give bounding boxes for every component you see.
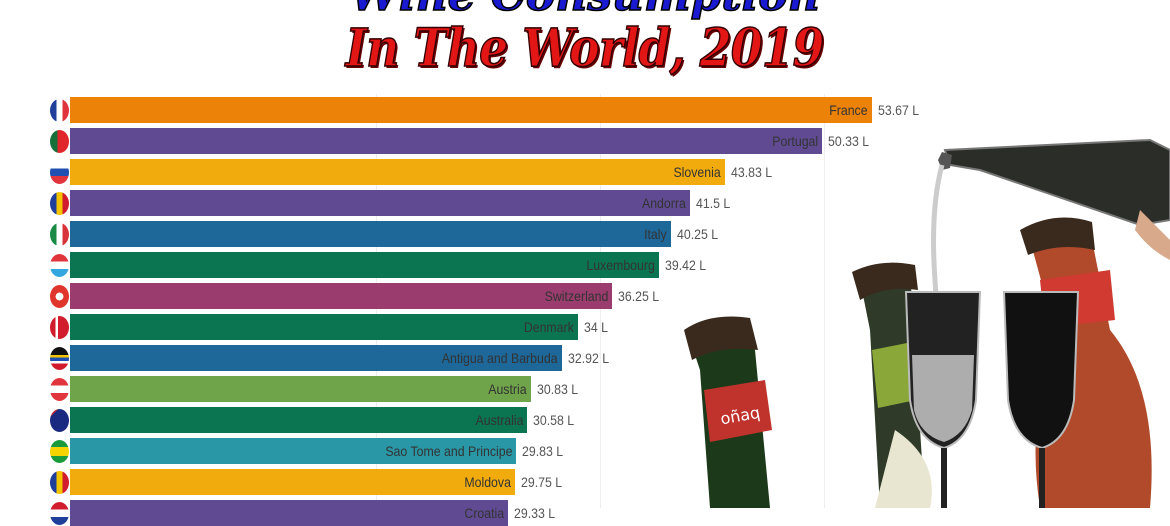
bar-value-label: 39.42 L [665, 257, 707, 273]
bar: France [70, 97, 872, 123]
bar-country-label: Moldova [464, 474, 511, 490]
chart-row: Portugal 50.33 L [0, 128, 1170, 154]
flag-italy-icon [50, 223, 69, 246]
chart-row: France 53.67 L [0, 97, 1170, 123]
bar-value-label: 40.25 L [677, 226, 719, 242]
chart-row: Australia 30.58 L [0, 407, 1170, 433]
bar-country-label: Denmark [524, 319, 574, 335]
flag-portugal-icon [50, 130, 69, 153]
flag-france-icon [50, 99, 69, 122]
bar-value-label: 30.83 L [537, 381, 579, 397]
chart-row: Luxembourg 39.42 L [0, 252, 1170, 278]
flag-switzerland-icon [50, 285, 69, 308]
bar-value-label: 29.83 L [522, 443, 564, 459]
flag-croatia-icon [50, 502, 69, 525]
bar-country-label: France [829, 102, 868, 118]
bar-country-label: Croatia [464, 505, 504, 521]
bar-country-label: Portugal [772, 133, 818, 149]
bar-value-label: 36.25 L [618, 288, 660, 304]
bar: Austria [70, 376, 531, 402]
bar: Luxembourg [70, 252, 659, 278]
bar: Portugal [70, 128, 822, 154]
bar-value-label: 29.75 L [521, 474, 563, 490]
bar: Sao Tome and Principe [70, 438, 516, 464]
flag-australia-icon [50, 409, 69, 432]
bar: Andorra [70, 190, 690, 216]
bar-country-label: Luxembourg [586, 257, 655, 273]
bar: Moldova [70, 469, 515, 495]
wine-bottles-photo: oñaq [684, 138, 1170, 508]
bar: Antigua and Barbuda [70, 345, 562, 371]
bar-country-label: Slovenia [673, 164, 721, 180]
chart-row: Switzerland 36.25 L [0, 283, 1170, 309]
bar: Italy [70, 221, 671, 247]
gridline [824, 94, 825, 508]
bar: Croatia [70, 500, 508, 526]
chart-row: Antigua and Barbuda 32.92 L [0, 345, 1170, 371]
bar-value-label: 41.5 L [696, 195, 731, 211]
chart-title-line2: In The World, 2019 [0, 17, 1170, 80]
flag-denmark-icon [50, 316, 69, 339]
chart-title-line1: Wine Consumption [0, 0, 1170, 22]
bar-value-label: 32.92 L [568, 350, 610, 366]
bar-value-label: 50.33 L [828, 133, 870, 149]
flag-austria-icon [50, 378, 69, 401]
flag-andorra-icon [50, 192, 69, 215]
bar-country-label: Andorra [642, 195, 686, 211]
bar-chart: France 53.67 L Portugal 50.33 L Slovenia 43.8… [0, 94, 1170, 526]
flag-antigua-icon [50, 347, 69, 370]
chart-row: Austria 30.83 L [0, 376, 1170, 402]
chart-row: Moldova 29.75 L [0, 469, 1170, 495]
bar-country-label: Austria [488, 381, 527, 397]
bar-country-label: Australia [475, 412, 523, 428]
flag-sao-tome-icon [50, 440, 69, 463]
bar-country-label: Sao Tome and Principe [384, 443, 512, 459]
chart-row: Italy 40.25 L [0, 221, 1170, 247]
bar-value-label: 43.83 L [731, 164, 773, 180]
bar-country-label: Switzerland [544, 288, 608, 304]
flag-slovenia-icon [50, 161, 69, 184]
flag-luxembourg-icon [50, 254, 69, 277]
chart-row: Denmark 34 L [0, 314, 1170, 340]
chart-title-text: In The World, 2019 [345, 17, 825, 80]
flag-moldova-icon [50, 471, 69, 494]
bar: Australia [70, 407, 527, 433]
bar: Switzerland [70, 283, 612, 309]
chart-row: Slovenia 43.83 L [0, 159, 1170, 185]
chart-row: Andorra 41.5 L [0, 190, 1170, 216]
bar-value-label: 30.58 L [533, 412, 575, 428]
bar: Denmark [70, 314, 578, 340]
bar-country-label: Italy [644, 226, 667, 242]
bar: Slovenia [70, 159, 725, 185]
bar-value-label: 34 L [584, 319, 608, 335]
bar-value-label: 29.33 L [514, 505, 556, 521]
bar-country-label: Antigua and Barbuda [442, 350, 558, 366]
bar-value-label: 53.67 L [878, 102, 920, 118]
chart-row: Sao Tome and Principe 29.83 L [0, 438, 1170, 464]
